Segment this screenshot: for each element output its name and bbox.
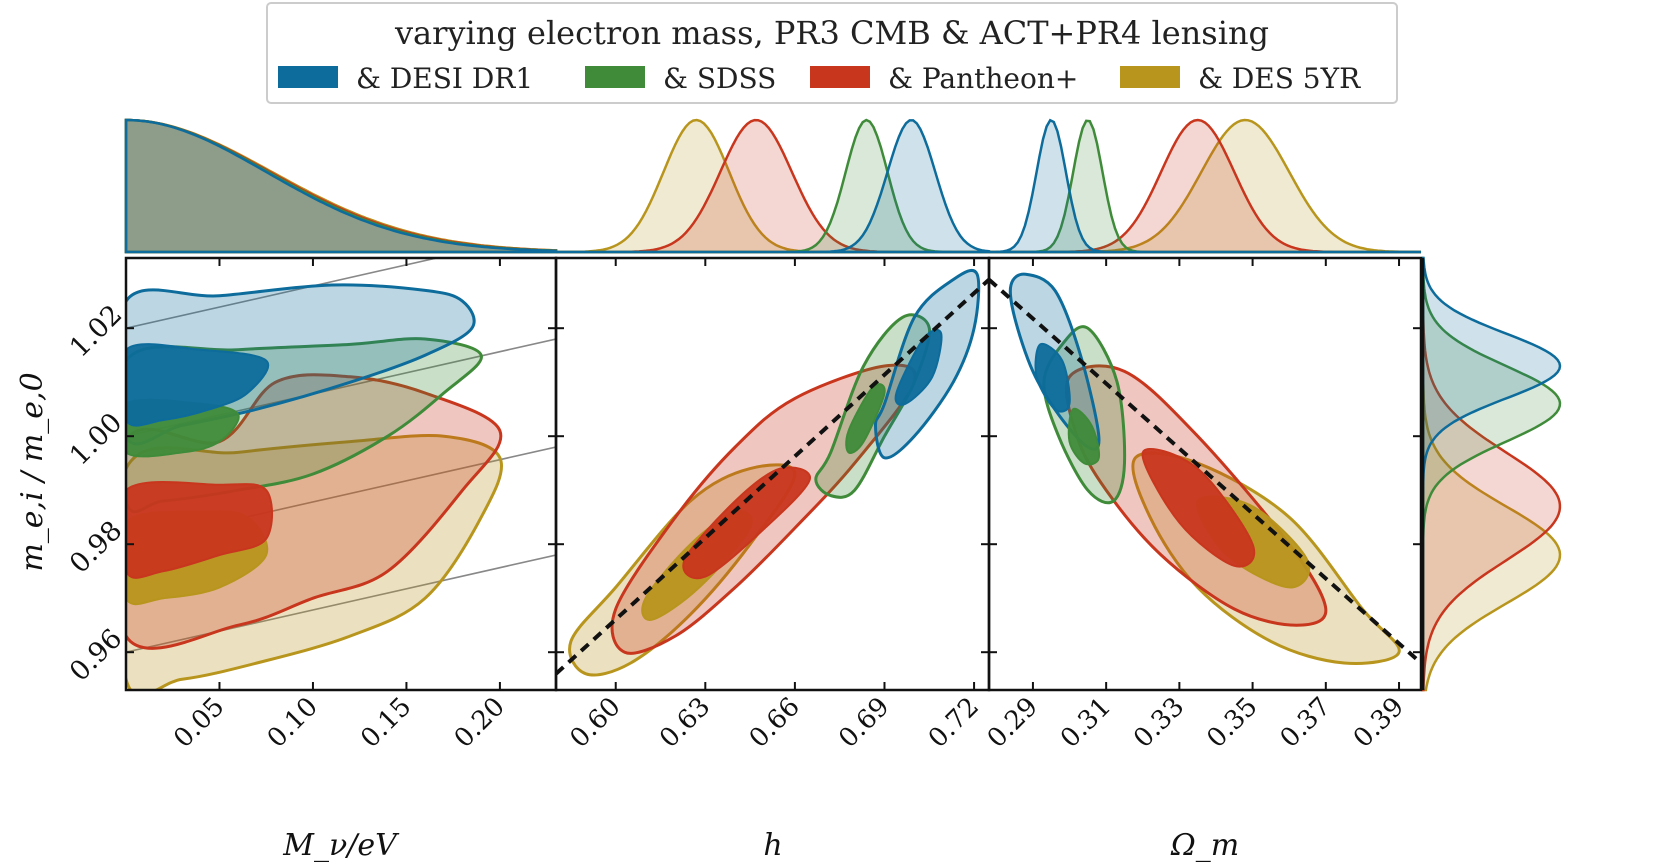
y-axis-title: m_e,i / m_e,0: [15, 372, 50, 571]
reference-line-omegam: [989, 278, 1421, 665]
top-marginals: [124, 118, 1422, 254]
marginal-omegam: [989, 118, 1422, 254]
xtick-label-h: 0.66: [744, 692, 806, 754]
panel-omegam: [989, 272, 1421, 665]
legend-swatch-pantheon: [810, 66, 870, 88]
legend: varying electron mass, PR3 CMB & ACT+PR4…: [266, 2, 1398, 104]
legend-swatch-des: [1120, 66, 1180, 88]
panel-frame-omegam: [987, 256, 1423, 692]
panel-mnu: [126, 258, 556, 690]
xtick-label-mnu: 0.10: [262, 692, 324, 754]
legend-label-pantheon: & Pantheon+: [888, 62, 1078, 95]
legend-label-desi: & DESI DR1: [356, 62, 533, 95]
xtick-label-omegam: 0.29: [982, 692, 1044, 754]
x-axis-title-omegam: Ω_m: [1170, 828, 1239, 863]
x-axis-title-h: h: [763, 828, 782, 863]
contour68-desi: [1034, 342, 1071, 413]
xtick-label-mnu: 0.20: [449, 692, 511, 754]
marginal-curve-desi: [124, 118, 558, 254]
xtick-label-h: 0.69: [833, 692, 895, 754]
legend-entry-des: & DES 5YR: [1120, 62, 1361, 95]
legend-swatch-desi: [278, 66, 338, 88]
xtick-label-mnu: 0.15: [355, 692, 417, 754]
legend-frame: [266, 2, 1398, 104]
marginal-curve-desi: [989, 118, 1421, 254]
ytick-label: 1.00: [64, 407, 128, 471]
xtick-label-omegam: 0.39: [1348, 692, 1410, 754]
legend-label-sdss: & SDSS: [663, 62, 776, 95]
contour-panels: [126, 258, 1421, 690]
ytick-label: 0.98: [64, 515, 128, 579]
legend-entry-pantheon: & Pantheon+: [810, 62, 1078, 95]
legend-entry-desi: & DESI DR1: [278, 62, 533, 95]
contour68-sdss: [1067, 407, 1101, 466]
legend-swatch-sdss: [585, 66, 645, 88]
marginal-curve-desi: [556, 119, 991, 254]
contour68-pantheon: [682, 466, 811, 580]
xtick-label-mnu: 0.05: [168, 692, 230, 754]
legend-label-des: & DES 5YR: [1198, 62, 1361, 95]
panel-h: [556, 268, 989, 677]
ytick-label: 1.02: [64, 299, 128, 363]
legend-title: varying electron mass, PR3 CMB & ACT+PR4…: [394, 14, 1269, 52]
contour68-pantheon: [1141, 448, 1256, 568]
reference-line-h: [556, 278, 989, 676]
x-axis-title-mnu: M_ν/eV: [282, 828, 400, 863]
xtick-label-omegam: 0.35: [1201, 692, 1263, 754]
legend-entry-sdss: & SDSS: [585, 62, 776, 95]
ytick-label: 0.96: [64, 623, 128, 687]
xtick-label-h: 0.63: [654, 692, 716, 754]
xtick-label-h: 0.72: [923, 692, 985, 754]
guide-line: [126, 554, 556, 653]
xtick-label-h: 0.60: [565, 692, 627, 754]
guide-line: [126, 258, 441, 329]
marginal-h: [556, 118, 991, 254]
xtick-label-omegam: 0.31: [1055, 692, 1117, 754]
xtick-label-omegam: 0.37: [1275, 692, 1337, 754]
marginal-mnu: [124, 118, 558, 254]
contour68-sdss: [845, 383, 886, 454]
right-marginal: [1421, 256, 1562, 692]
xtick-label-omegam: 0.33: [1128, 692, 1190, 754]
